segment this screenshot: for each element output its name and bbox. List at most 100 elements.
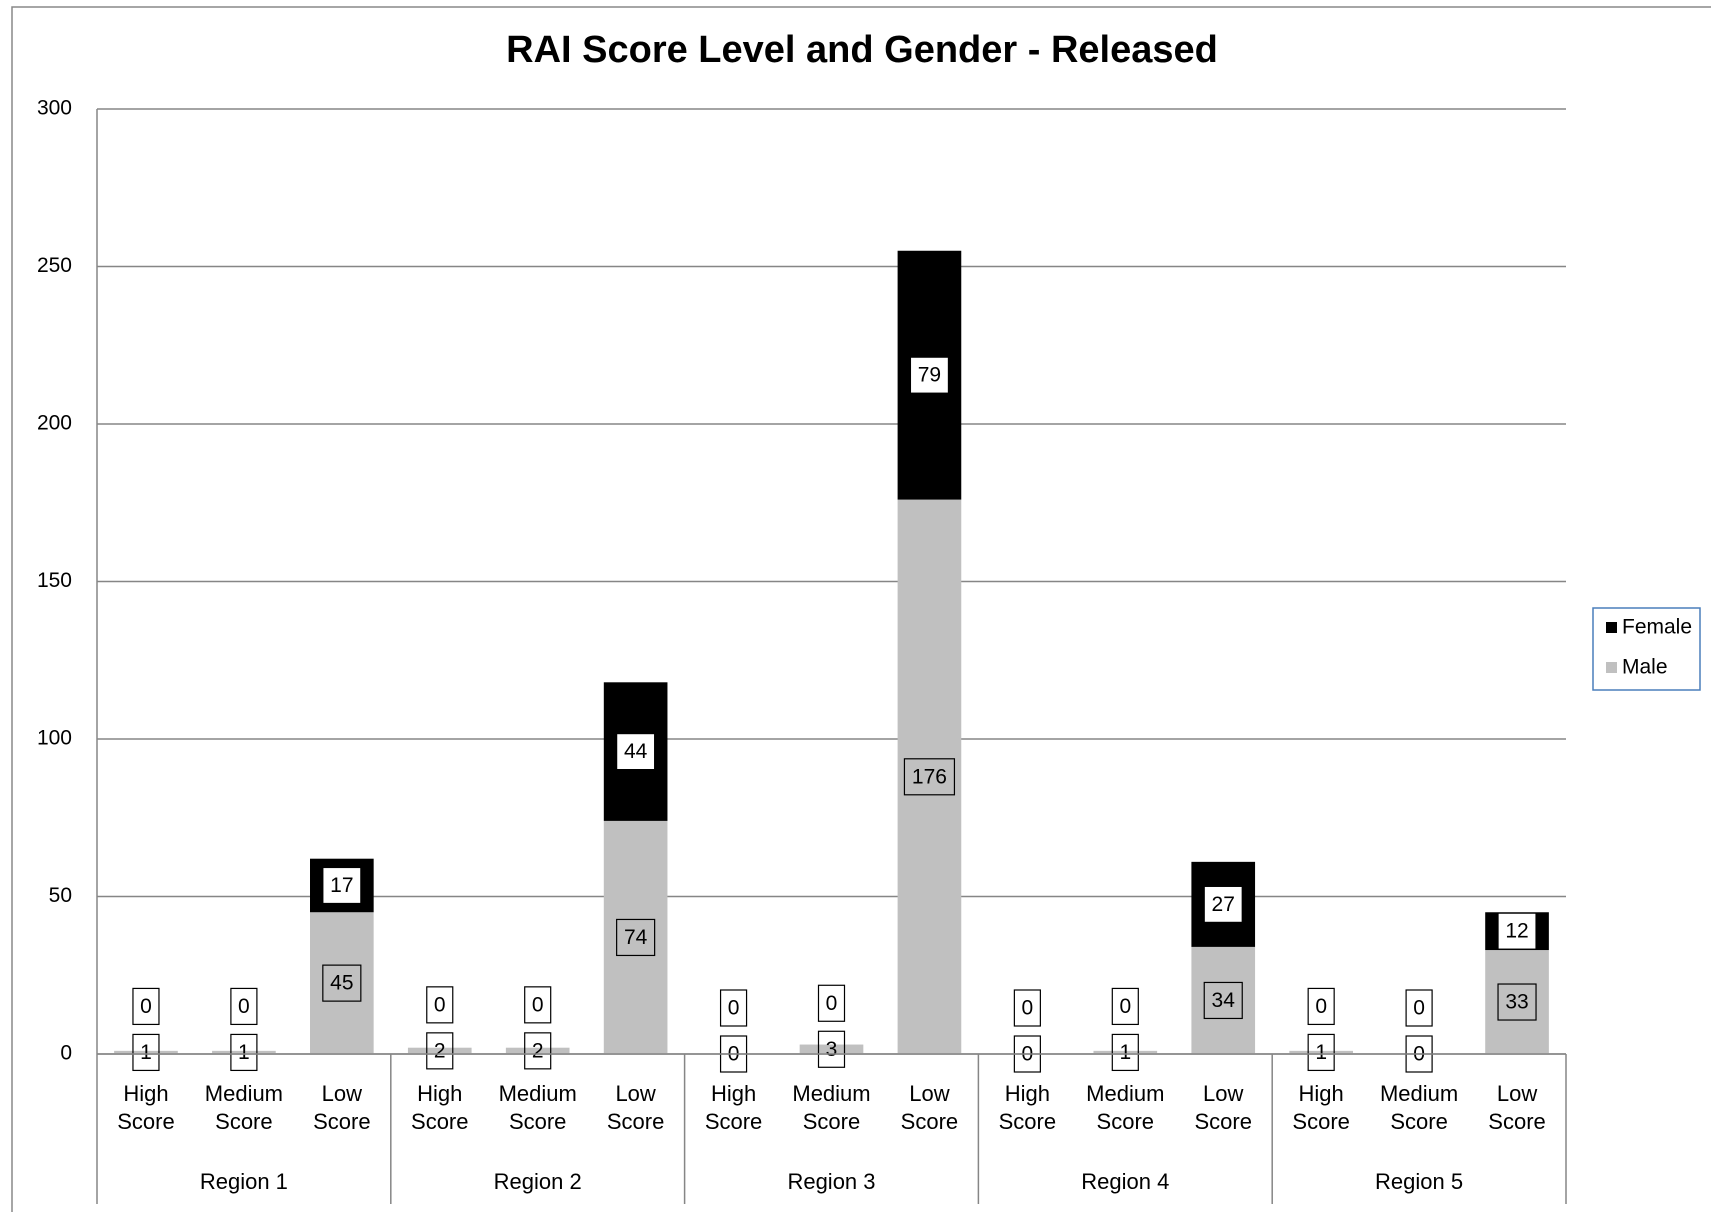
x-tick-label: Medium Score bbox=[204, 1081, 284, 1134]
bar-segment bbox=[897, 499, 962, 1055]
data-label: 3 bbox=[826, 1038, 838, 1061]
group-label: Region 5 bbox=[1375, 1169, 1464, 1194]
data-label-box bbox=[616, 732, 656, 771]
y-tick-label: 0 bbox=[60, 1042, 72, 1065]
data-label: 44 bbox=[624, 740, 648, 763]
data-label-box bbox=[1013, 989, 1041, 1027]
bar-segment bbox=[1093, 1050, 1158, 1054]
y-tick-label: 300 bbox=[37, 97, 72, 120]
data-label-box bbox=[903, 758, 956, 796]
data-label-box bbox=[719, 989, 748, 1027]
data-label-box bbox=[132, 1033, 160, 1072]
bar-segment bbox=[603, 820, 668, 1054]
data-label: 1 bbox=[1119, 1041, 1131, 1064]
data-label: 1 bbox=[1315, 1041, 1327, 1064]
data-label-box bbox=[322, 866, 362, 905]
data-label: 33 bbox=[1505, 991, 1528, 1014]
data-label-box bbox=[1307, 1033, 1335, 1072]
data-label: 0 bbox=[1022, 997, 1034, 1020]
bar-segment bbox=[114, 1050, 178, 1054]
data-label-box bbox=[524, 986, 552, 1024]
x-tick-label: High Score bbox=[411, 1081, 469, 1134]
data-label: 74 bbox=[624, 926, 648, 949]
x-tick-label: Medium Score bbox=[1086, 1081, 1165, 1134]
legend-label: Female bbox=[1622, 616, 1692, 639]
data-label: 0 bbox=[1119, 995, 1131, 1018]
legend-box bbox=[1592, 607, 1701, 691]
data-label-box bbox=[1111, 987, 1139, 1026]
x-tick-label: Low Score bbox=[1194, 1081, 1252, 1134]
data-label: 0 bbox=[1413, 997, 1425, 1020]
group-label: Region 1 bbox=[199, 1169, 288, 1194]
data-label-box bbox=[426, 1032, 454, 1070]
bar-segment bbox=[1289, 1050, 1353, 1054]
x-tick-label: Low Score bbox=[1488, 1081, 1546, 1134]
data-label-box bbox=[817, 984, 846, 1022]
data-label-box bbox=[817, 1030, 846, 1068]
legend-swatch bbox=[1606, 622, 1617, 633]
group-label: Region 3 bbox=[787, 1169, 876, 1194]
data-label: 45 bbox=[330, 972, 353, 995]
data-label-box bbox=[1203, 981, 1243, 1020]
bar-segment bbox=[1485, 950, 1549, 1054]
data-label: 0 bbox=[140, 995, 152, 1018]
x-tick-label: High Score bbox=[998, 1081, 1057, 1134]
bar-segment bbox=[310, 912, 374, 1054]
x-tick-label: Low Score bbox=[313, 1081, 371, 1134]
x-tick-label: Low Score bbox=[606, 1081, 665, 1134]
data-label: 27 bbox=[1212, 893, 1235, 916]
data-label-box bbox=[322, 964, 362, 1002]
y-tick-label: 150 bbox=[37, 569, 72, 592]
y-tick-label: 250 bbox=[37, 254, 72, 277]
data-label-box bbox=[230, 987, 258, 1026]
bar-segment bbox=[407, 1047, 472, 1054]
x-tick-label: High Score bbox=[704, 1081, 763, 1134]
x-tick-label: Medium Score bbox=[792, 1081, 871, 1134]
data-label-box bbox=[1203, 885, 1243, 923]
data-label-box bbox=[1497, 983, 1537, 1021]
data-label-box bbox=[909, 356, 950, 394]
data-label: 1 bbox=[238, 1041, 250, 1064]
data-label-box bbox=[1497, 912, 1537, 950]
data-label: 0 bbox=[1315, 995, 1327, 1018]
data-label-box bbox=[1405, 989, 1433, 1027]
bar-segment bbox=[1191, 946, 1256, 1054]
x-tick-label: Medium Score bbox=[1379, 1081, 1459, 1134]
data-label: 0 bbox=[434, 993, 446, 1016]
data-label: 2 bbox=[532, 1039, 544, 1062]
y-tick-label: 100 bbox=[37, 727, 72, 750]
bar-segment bbox=[212, 1050, 276, 1054]
data-label: 0 bbox=[826, 992, 838, 1015]
data-label-box bbox=[616, 918, 656, 957]
chart-border bbox=[11, 6, 1711, 1212]
data-label-box bbox=[132, 987, 160, 1026]
x-tick-label: High Score bbox=[1292, 1081, 1350, 1134]
legend-swatch bbox=[1606, 662, 1617, 673]
bar-segment bbox=[505, 1047, 570, 1054]
data-label: 34 bbox=[1212, 989, 1236, 1012]
y-tick-label: 50 bbox=[49, 884, 72, 907]
data-label: 17 bbox=[330, 874, 353, 897]
data-label: 2 bbox=[434, 1039, 446, 1062]
data-label: 12 bbox=[1505, 920, 1528, 943]
data-label-box bbox=[1111, 1033, 1139, 1072]
data-label: 1 bbox=[140, 1041, 152, 1064]
data-label-box bbox=[524, 1032, 552, 1070]
x-tick-label: High Score bbox=[117, 1081, 175, 1134]
legend-label: Male bbox=[1622, 656, 1668, 679]
data-label-box bbox=[1307, 987, 1335, 1026]
data-label: 0 bbox=[532, 993, 544, 1016]
group-label: Region 4 bbox=[1081, 1169, 1170, 1194]
data-label-box bbox=[426, 986, 454, 1024]
bar-segment bbox=[799, 1044, 864, 1054]
x-tick-label: Low Score bbox=[900, 1081, 959, 1134]
data-label: 0 bbox=[728, 997, 740, 1020]
data-label: 0 bbox=[238, 995, 250, 1018]
y-tick-label: 200 bbox=[37, 412, 72, 435]
data-label: 176 bbox=[912, 765, 947, 788]
data-label-box bbox=[230, 1033, 258, 1072]
x-tick-label: Medium Score bbox=[498, 1081, 577, 1134]
data-label: 79 bbox=[918, 364, 941, 387]
